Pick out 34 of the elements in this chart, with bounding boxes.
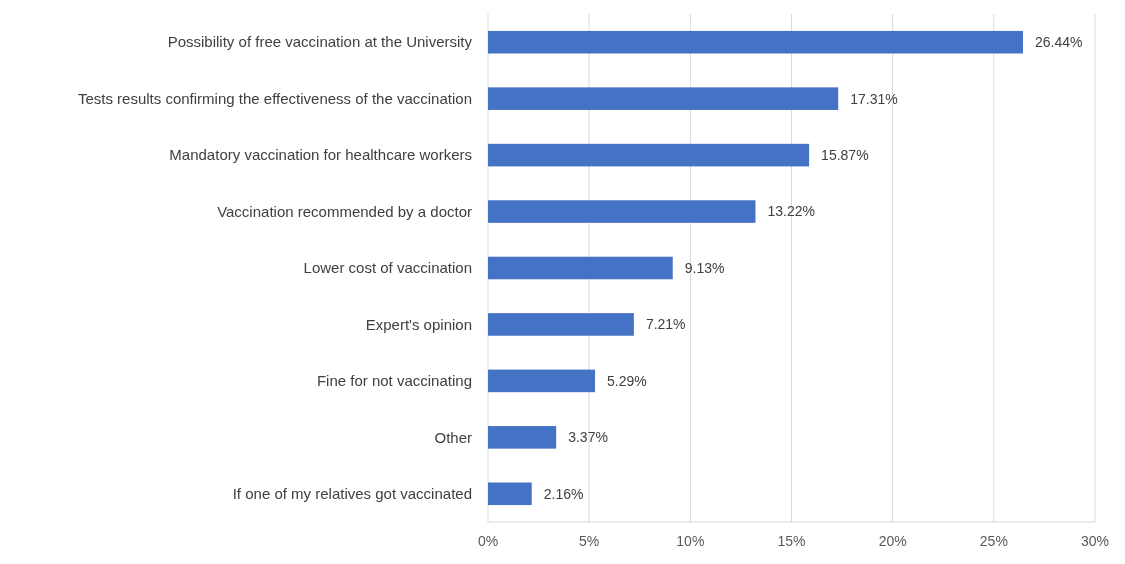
y-tick-label: Other — [434, 428, 472, 446]
data-label: 3.37% — [568, 429, 608, 446]
y-tick-label: Possibility of free vaccination at the University — [167, 33, 473, 51]
x-tick-label: 0% — [477, 533, 499, 549]
y-tick-label: Lower cost of vaccination — [303, 259, 472, 277]
data-label: 26.44% — [1034, 34, 1083, 51]
bar — [488, 87, 839, 110]
data-label: 2.16% — [543, 485, 584, 502]
y-tick-label: Expert's opinion — [365, 315, 472, 333]
bar — [488, 30, 1023, 54]
bar — [488, 143, 810, 167]
bar — [488, 256, 673, 280]
y-tick-label: Mandatory vaccination for healthcare workers — [169, 146, 472, 164]
x-tick-label: 15% — [777, 533, 806, 549]
data-label: 7.21% — [645, 316, 686, 333]
bar — [488, 313, 634, 336]
x-tick-label: 5% — [579, 533, 600, 549]
bar — [488, 426, 557, 449]
x-tick-label: 25% — [979, 533, 1008, 549]
data-label: 15.87% — [821, 147, 869, 164]
x-tick-label: 20% — [878, 533, 907, 549]
y-tick-label: Tests results confirming the effectiveness of the vaccination — [77, 89, 472, 107]
x-tick-label: 30% — [1080, 533, 1110, 549]
bar — [488, 482, 532, 506]
x-tick-label: 10% — [676, 533, 705, 549]
bar — [488, 200, 756, 223]
bar — [488, 369, 596, 393]
data-label: 17.31% — [850, 90, 898, 107]
y-tick-label: If one of my relatives got vaccinated — [232, 485, 472, 503]
data-label: 5.29% — [607, 372, 647, 389]
y-tick-label: Vaccination recommended by a doctor — [217, 202, 472, 220]
data-label: 9.13% — [684, 259, 725, 276]
y-tick-label: Fine for not vaccinating — [316, 372, 472, 390]
data-label: 13.22% — [767, 203, 815, 220]
